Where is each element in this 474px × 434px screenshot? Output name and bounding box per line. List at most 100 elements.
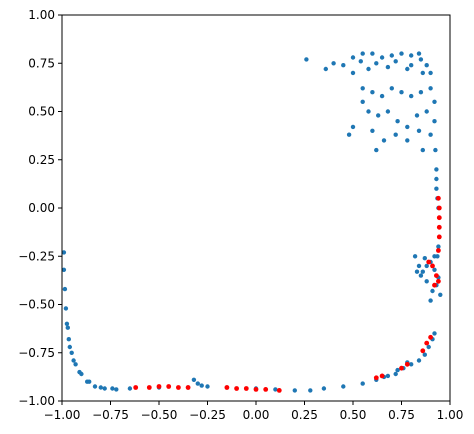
scatter-point-s0-28 — [308, 388, 313, 393]
scatter-point-s0-27 — [292, 388, 297, 393]
scatter-point-s1-27 — [434, 273, 439, 278]
scatter-point-s0-69 — [418, 273, 424, 278]
scatter-point-s0-82 — [418, 57, 424, 62]
scatter-point-s0-87 — [366, 66, 371, 72]
plot-area — [62, 15, 450, 401]
scatter-point-s1-15 — [404, 361, 410, 367]
scatter-point-s0-122 — [346, 132, 352, 137]
scatter-point-s0-20 — [127, 386, 133, 391]
scatter-point-s0-99 — [360, 86, 365, 91]
scatter-point-s0-97 — [358, 59, 363, 64]
scatter-point-s1-1 — [146, 385, 152, 390]
scatter-point-s0-90 — [420, 70, 425, 76]
scatter-point-s0-106 — [428, 86, 433, 91]
scatter-point-s0-4 — [64, 321, 70, 326]
x-tick-label: 0.25 — [291, 408, 318, 422]
scatter-point-s0-115 — [370, 128, 375, 133]
scatter-point-s0-108 — [376, 113, 381, 118]
scatter-point-s0-94 — [393, 59, 398, 64]
scatter-point-s0-103 — [399, 90, 404, 95]
scatter-point-s1-7 — [234, 386, 240, 391]
x-tick-label: −0.25 — [189, 408, 226, 422]
scatter-point-s1-17 — [424, 340, 430, 346]
x-tick-label: 0.75 — [388, 408, 415, 422]
scatter-point-s1-25 — [426, 259, 432, 265]
y-tick-label: −0.75 — [18, 346, 55, 360]
scatter-point-s0-116 — [381, 138, 387, 143]
scatter-point-s0-32 — [321, 386, 327, 391]
scatter-point-s0-88 — [385, 64, 391, 70]
scatter-point-s1-18 — [428, 334, 433, 340]
scatter-point-s0-81 — [409, 53, 414, 58]
scatter-point-s0-62 — [424, 263, 429, 269]
scatter-point-s0-18 — [98, 385, 104, 390]
y-tick-label: −0.50 — [18, 298, 55, 312]
scatter-point-s0-30 — [195, 381, 200, 386]
scatter-point-s0-1 — [61, 267, 67, 272]
scatter-point-s0-7 — [73, 362, 78, 367]
x-tick-label: 0.50 — [340, 408, 367, 422]
scatter-point-s0-19 — [110, 386, 115, 391]
scatter-point-s0-5 — [66, 337, 72, 342]
scatter-point-s0-112 — [414, 113, 420, 118]
scatter-point-s1-13 — [379, 373, 385, 379]
scatter-point-s1-5 — [185, 385, 191, 390]
scatter-point-s0-68 — [424, 279, 429, 284]
scatter-point-s0-114 — [432, 119, 437, 124]
scatter-point-s0-26 — [273, 387, 278, 392]
scatter-point-s0-6 — [69, 350, 74, 355]
x-tick-label: 1.00 — [437, 408, 464, 422]
scatter-point-s0-72 — [432, 254, 437, 259]
scatter-point-s0-46 — [395, 367, 400, 373]
scatter-point-s0-11 — [102, 386, 107, 391]
scatter-point-s0-42 — [426, 344, 431, 350]
scatter-point-s0-31 — [199, 383, 204, 388]
scatter-point-s0-56 — [434, 167, 439, 172]
scatter-point-s0-98 — [416, 51, 422, 56]
scatter-point-s1-28 — [436, 278, 441, 284]
scatter-point-s0-16 — [77, 369, 82, 375]
scatter-point-s0-36 — [385, 373, 391, 379]
scatter-point-s0-61 — [420, 269, 425, 274]
scatter-point-s0-58 — [434, 176, 439, 182]
scatter-point-s0-15 — [71, 358, 76, 363]
scatter-point-s0-107 — [366, 109, 371, 114]
scatter-point-s0-102 — [389, 86, 394, 91]
scatter-point-s0-111 — [405, 124, 410, 130]
scatter-point-s0-60 — [416, 263, 422, 269]
scatter-point-s0-12 — [114, 387, 119, 392]
scatter-point-s0-37 — [393, 371, 398, 377]
scatter-point-s0-126 — [420, 147, 425, 153]
scatter-point-s1-9 — [253, 387, 259, 392]
scatter-point-s1-22 — [436, 224, 442, 230]
scatter-point-s0-14 — [67, 344, 73, 350]
y-tick-label: 0.25 — [28, 153, 55, 167]
scatter-point-s0-101 — [379, 93, 385, 99]
y-tick-label: 0.75 — [28, 56, 55, 70]
scatter-point-s1-3 — [166, 384, 172, 389]
scatter-point-s0-119 — [416, 128, 422, 133]
x-axis: −1.00 −0.75 −0.50 −0.25 0.00 0.25 0.50 0.75 1.00 — [44, 401, 464, 422]
scatter-point-s0-100 — [370, 90, 375, 95]
scatter-point-s0-41 — [422, 352, 427, 357]
scatter-point-s0-113 — [424, 109, 429, 114]
scatter-point-s1-14 — [399, 365, 404, 371]
scatter-point-s1-4 — [176, 385, 181, 390]
scatter-point-s0-59 — [412, 254, 418, 259]
scatter-point-s0-86 — [350, 70, 356, 76]
scatter-point-s0-54 — [436, 244, 441, 249]
scatter-point-s0-23 — [205, 384, 210, 389]
scatter-point-s0-118 — [405, 138, 410, 143]
scatter-point-s1-11 — [276, 388, 282, 393]
scatter-point-s0-2 — [62, 286, 68, 292]
scatter-point-s1-8 — [243, 386, 249, 391]
scatter-point-s0-104 — [409, 93, 414, 99]
scatter-point-s0-109 — [385, 109, 391, 114]
scatter-point-s0-17 — [87, 379, 92, 384]
scatter-point-s0-40 — [416, 358, 422, 363]
scatter-point-s0-34 — [360, 381, 365, 386]
scatter-point-s0-96 — [304, 57, 309, 62]
scatter-point-s0-84 — [428, 70, 433, 76]
scatter-point-s0-95 — [409, 62, 414, 68]
scatter-point-s0-44 — [432, 331, 437, 336]
